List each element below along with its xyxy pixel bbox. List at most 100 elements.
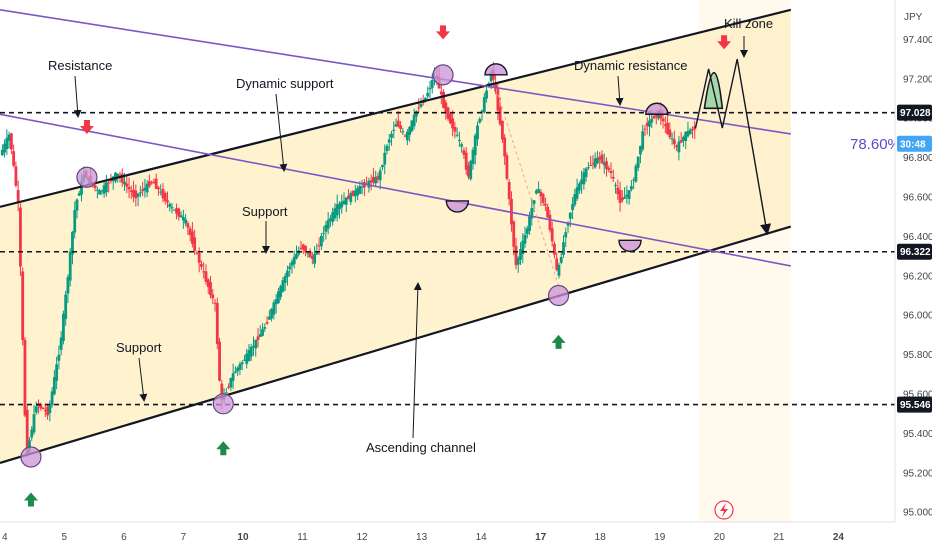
candle-body [480, 110, 484, 113]
x-tick-label: 7 [181, 532, 187, 543]
support-lower-pointer [138, 357, 148, 402]
candle-body [632, 179, 636, 181]
currency-label: JPY [904, 12, 923, 23]
candle-body [186, 223, 190, 228]
swing-high-marker [484, 63, 508, 76]
candle-body [154, 178, 158, 189]
candle-body [643, 128, 647, 130]
candle-body [528, 216, 531, 231]
candle-body [195, 252, 199, 254]
candle-body [566, 222, 570, 226]
candle-body [453, 127, 457, 132]
resistance-label: Resistance [48, 58, 112, 73]
candle-body [127, 186, 131, 190]
candle-body [505, 155, 509, 179]
candle-body [55, 364, 59, 381]
markers [20, 25, 732, 507]
candle-body [616, 187, 620, 195]
candle-body [263, 327, 267, 329]
candle-body [159, 191, 163, 193]
candle-body [543, 203, 547, 206]
candle-body [322, 232, 326, 234]
candle-body [553, 243, 556, 255]
candle-body [688, 129, 692, 135]
candle-body [503, 137, 507, 157]
candle-body [136, 193, 140, 197]
candle-body [281, 280, 285, 292]
candle-body [464, 152, 468, 170]
sell-arrow-icon [717, 35, 732, 50]
candle-body [602, 162, 606, 166]
candle-body [258, 334, 262, 337]
buy-arrow-icon [551, 334, 566, 349]
candle-body [478, 119, 482, 123]
candle-body [684, 131, 688, 141]
candle-body [589, 165, 593, 167]
candle-body [559, 257, 563, 263]
candle-body [166, 200, 169, 203]
candle-body [442, 91, 445, 108]
candle-body [347, 195, 350, 200]
candle-body [245, 353, 249, 364]
candle-body [458, 139, 461, 141]
candle-body [3, 143, 6, 153]
candle-body [231, 373, 235, 381]
candle-body [209, 282, 212, 296]
candle-body [374, 177, 378, 184]
channel-lower-line [0, 225, 792, 464]
candle-body [105, 182, 108, 193]
candle-body [148, 181, 151, 187]
candle-body [286, 270, 289, 277]
connector-dotted [495, 88, 560, 286]
candle-body [25, 409, 29, 455]
candle-body [213, 302, 217, 304]
candle-body [663, 124, 667, 126]
candle-body [279, 286, 283, 297]
candle-body [62, 313, 65, 341]
candle-body [482, 97, 486, 113]
candle-body [240, 362, 244, 365]
fib-label: 78.60% [850, 136, 901, 153]
candle-body [693, 126, 697, 130]
x-tick-label: 12 [356, 532, 368, 543]
candle-body [188, 228, 192, 236]
candle-body [634, 165, 638, 182]
price-axis[interactable] [895, 0, 932, 550]
candle-body [211, 294, 215, 299]
support-label-lower: Support [116, 340, 162, 355]
candle-body [256, 336, 260, 341]
candle-body [462, 150, 466, 155]
y-tick-label: 96.600 [903, 192, 932, 203]
candle-body [428, 87, 432, 90]
candle-body [385, 145, 389, 152]
candle-body [598, 156, 602, 160]
candle-body [143, 187, 147, 191]
candle-body [476, 125, 479, 140]
candle-body [301, 244, 305, 250]
candle-body [356, 188, 359, 196]
candle-body [390, 133, 393, 138]
candle-body [129, 190, 133, 193]
candle-body [261, 329, 264, 336]
x-tick-label: 18 [595, 532, 607, 543]
candle-body [410, 120, 414, 132]
candle-body [304, 245, 307, 253]
candle-body [308, 251, 312, 258]
candle-body [451, 118, 455, 129]
x-tick-label: 4 [2, 532, 8, 543]
price-tag [897, 396, 932, 413]
candle-body [351, 190, 355, 197]
x-tick-label: 13 [416, 532, 428, 543]
candle-body [290, 261, 294, 266]
lightning-icon[interactable] [714, 500, 734, 520]
candle-body [202, 271, 206, 273]
candle-body [233, 371, 237, 373]
candle-body [444, 102, 448, 114]
candle-body [405, 131, 409, 141]
candle-body [448, 113, 452, 124]
price-tag-label: 95.546 [900, 400, 931, 411]
candle-body [611, 176, 615, 179]
candle-body [220, 383, 224, 400]
candle-body [329, 218, 332, 221]
